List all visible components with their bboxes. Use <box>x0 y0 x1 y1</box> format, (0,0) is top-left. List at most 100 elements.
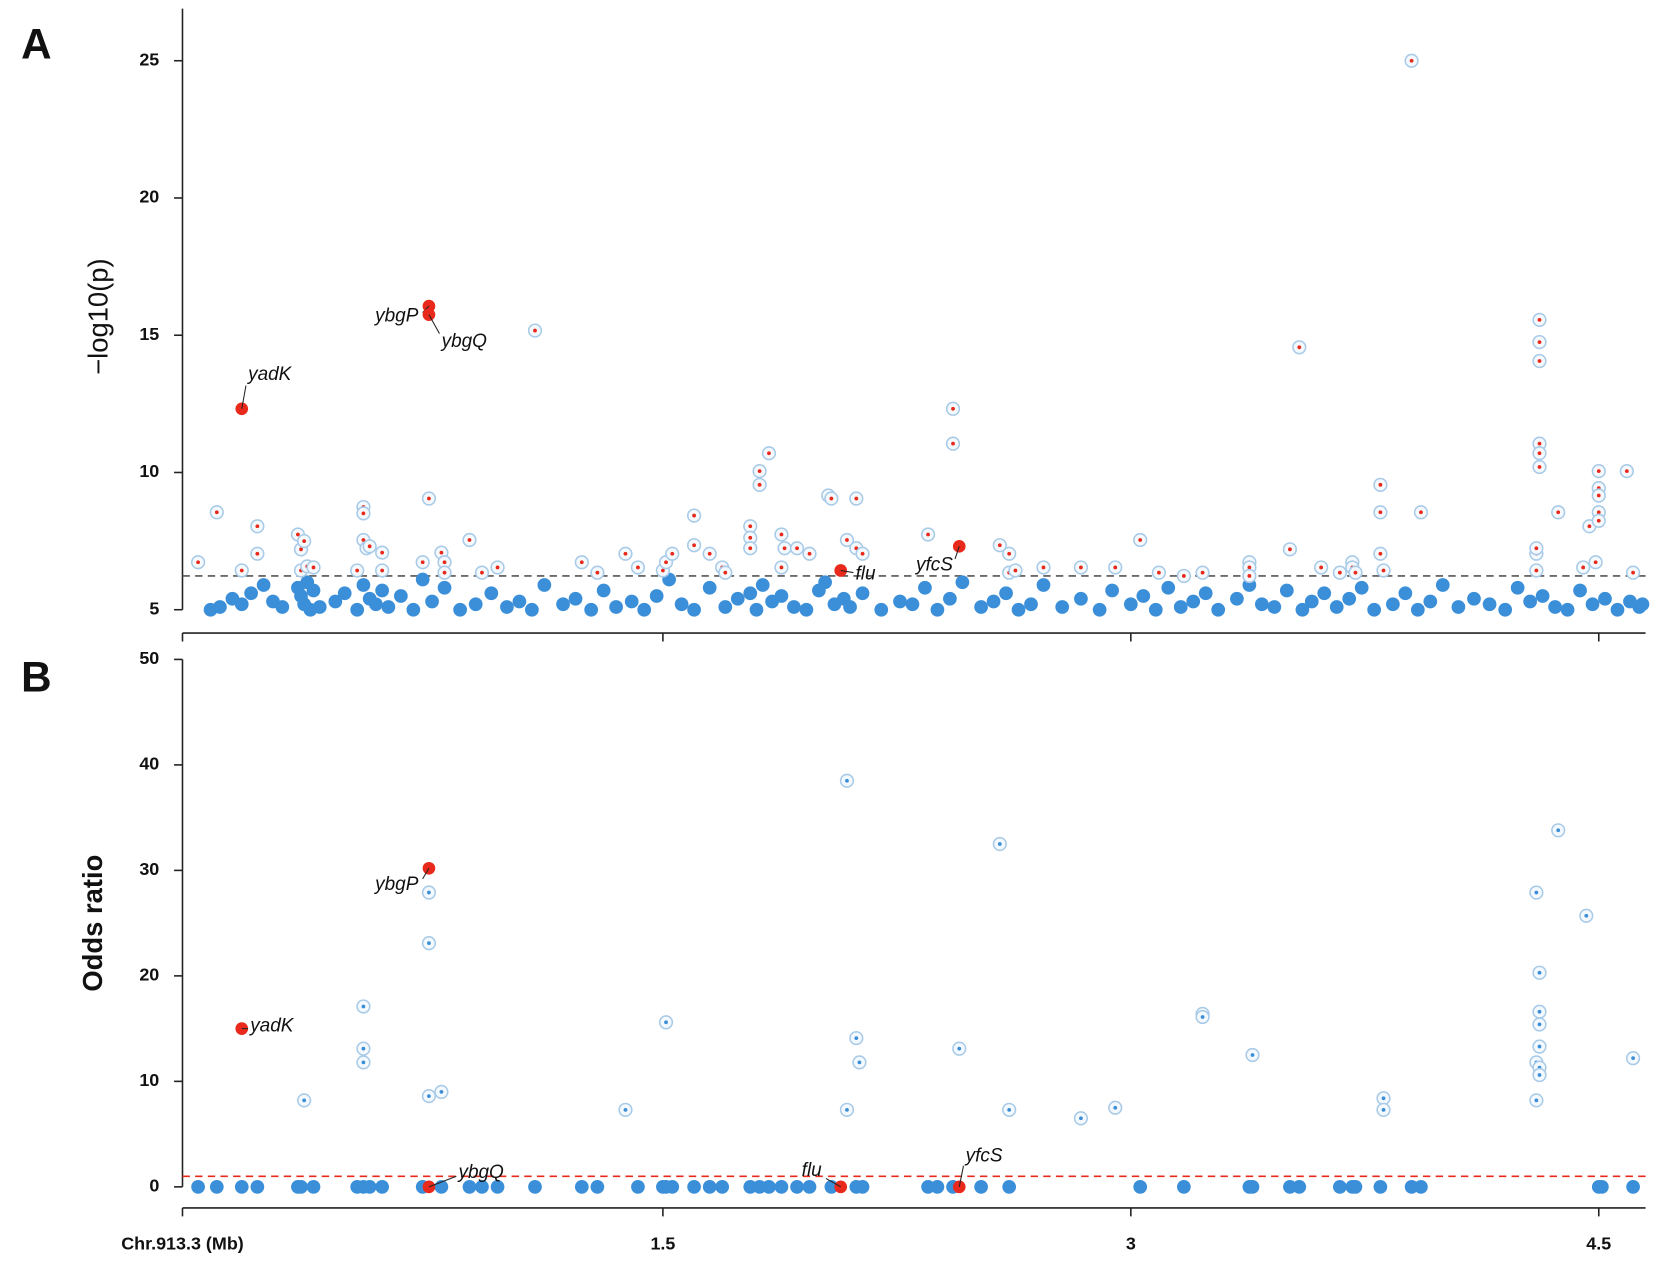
significant-snp <box>1551 823 1566 838</box>
snp-point <box>468 597 483 612</box>
snp-core <box>854 1036 859 1041</box>
snp-point <box>687 602 701 617</box>
snp-core <box>1537 1044 1542 1049</box>
significant-snp <box>421 491 437 506</box>
gene-leader <box>840 569 854 574</box>
snp-core <box>1013 568 1018 573</box>
snp-point <box>484 586 499 601</box>
snp-point <box>1410 602 1425 617</box>
significant-snp <box>1073 560 1089 575</box>
y-tick-label: 10 <box>139 461 159 481</box>
panel-label: A <box>21 21 51 68</box>
snp-core <box>1556 828 1561 833</box>
snp-point <box>1435 578 1450 592</box>
significant-snp <box>1532 1004 1547 1019</box>
significant-snp <box>618 546 633 561</box>
gene-label: flu <box>802 1160 822 1181</box>
snp-point <box>609 600 623 614</box>
snp-point <box>306 583 321 598</box>
snp-point <box>250 1179 265 1194</box>
snp-point <box>375 1179 389 1194</box>
snp-core <box>1534 1098 1539 1103</box>
snp-core <box>467 538 472 542</box>
snp-core <box>1587 524 1592 529</box>
significant-snp <box>1002 546 1017 561</box>
snp-point <box>715 1179 730 1194</box>
significant-snp <box>1551 505 1566 520</box>
significant-snp <box>752 463 767 479</box>
snp-point <box>1585 597 1600 612</box>
snp-core <box>1537 441 1542 446</box>
snp-point <box>855 1179 870 1194</box>
gene-leader <box>428 314 440 334</box>
snp-point <box>1136 589 1151 603</box>
snp-point <box>790 1179 804 1194</box>
snp-core <box>442 560 447 565</box>
snp-core <box>1288 547 1292 552</box>
significant-snp <box>462 532 477 548</box>
snp-core <box>1534 546 1539 551</box>
significant-snp <box>437 565 452 580</box>
snp-point <box>406 602 421 617</box>
y-tick-label: 20 <box>139 187 159 207</box>
significant-snp <box>297 1093 312 1108</box>
snp-core <box>311 565 316 570</box>
snp-core <box>1079 1116 1083 1121</box>
significant-snp <box>356 999 371 1014</box>
snp-point <box>1161 580 1176 595</box>
significant-snp <box>920 527 936 542</box>
significant-snp <box>375 563 390 578</box>
snp-point <box>337 586 352 601</box>
snp-core <box>1297 345 1302 350</box>
snp-point <box>1186 594 1201 609</box>
snp-point <box>525 602 539 617</box>
snp-point <box>1573 583 1587 598</box>
snp-core <box>380 568 385 573</box>
snp-core <box>661 568 665 573</box>
significant-snp <box>356 1041 371 1056</box>
snp-core <box>1584 913 1589 918</box>
significant-snp <box>852 1055 867 1070</box>
snp-point <box>749 602 764 617</box>
significant-snp <box>1591 463 1606 479</box>
snp-point <box>1245 1179 1260 1194</box>
snp-core <box>1556 510 1561 515</box>
snp-core <box>1537 340 1542 344</box>
significant-snp <box>415 555 430 570</box>
significant-snp <box>1195 565 1210 580</box>
snp-core <box>957 1046 962 1051</box>
snp-core <box>1181 574 1186 578</box>
snp-core <box>1381 568 1386 573</box>
snp-point <box>1386 597 1400 612</box>
snp-point <box>687 1179 701 1194</box>
significant-snp <box>1532 1067 1547 1083</box>
y-tick-label: 10 <box>139 1070 159 1090</box>
significant-snp <box>1073 1111 1089 1126</box>
significant-snp <box>849 491 864 506</box>
snp-point <box>1173 600 1188 614</box>
y-tick-label: 40 <box>139 754 159 774</box>
snp-core <box>1007 551 1012 556</box>
significant-snp <box>1133 532 1148 548</box>
snp-core <box>296 532 300 537</box>
snp-point <box>1373 1179 1388 1194</box>
snp-core <box>829 496 834 501</box>
significant-snp <box>421 1089 437 1104</box>
snp-core <box>723 570 728 575</box>
snp-core <box>997 543 1002 548</box>
significant-snp <box>356 506 371 521</box>
snp-point <box>1329 600 1344 614</box>
significant-snp <box>421 936 437 951</box>
snp-core <box>623 551 628 556</box>
significant-snp <box>1532 334 1547 350</box>
snp-point <box>528 1179 542 1194</box>
snp-point <box>312 600 327 614</box>
snp-point <box>999 586 1013 601</box>
significant-snp <box>1314 560 1329 575</box>
snp-core <box>782 546 787 551</box>
significant-snp <box>375 545 390 560</box>
snp-point <box>702 580 717 595</box>
snp-core <box>1537 465 1542 469</box>
snp-core <box>1596 469 1601 474</box>
snp-core <box>1409 58 1414 63</box>
